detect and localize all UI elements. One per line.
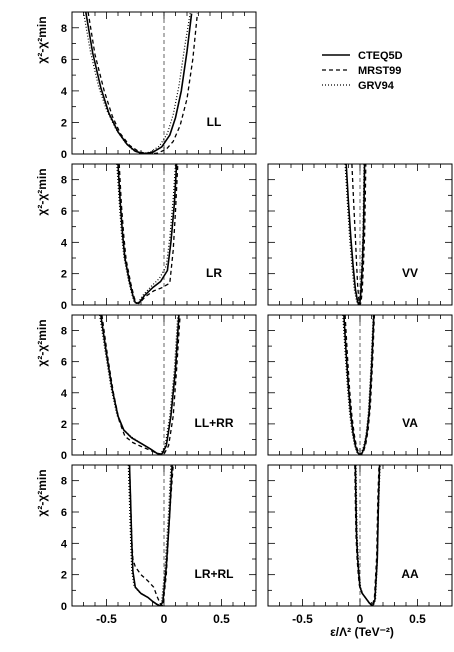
y-tick-label: 4 — [61, 86, 68, 98]
panel-lr-rl: 0 2 4 6 8 LR+RL — [61, 464, 257, 613]
y-tick-label: 6 — [61, 206, 67, 218]
panel-lr: 0 2 4 6 8 LR — [61, 163, 257, 312]
series-line-grv94-ll-rr — [99, 315, 179, 455]
series-line-cteq5d-lr — [117, 164, 178, 305]
y-tick-label: 4 — [61, 237, 68, 249]
panel-label-ll: LL — [207, 115, 222, 129]
series-line-grv94-lr — [116, 164, 177, 304]
y-tick-label: 6 — [61, 507, 67, 519]
y-tick-label: 2 — [61, 269, 67, 281]
legend-label-mrst99: MRST99 — [358, 65, 401, 77]
y-axis-title: χ²-χ²min — [35, 168, 49, 215]
y-axis-title: χ²-χ²min — [35, 16, 49, 63]
series-line-mrst99-lr-rl — [128, 465, 174, 606]
panel-label-ll-rr: LL+RR — [195, 416, 234, 430]
panel-ll-rr: 0 2 4 6 8 LL+RR — [61, 314, 257, 462]
y-tick-label: 2 — [61, 570, 67, 582]
series-line-grv94-ll — [82, 12, 191, 154]
x-axis-title: ε/Λ² (TeV⁻²) — [330, 625, 394, 639]
series-line-mrst99-ll — [87, 12, 199, 154]
series-line-cteq5d-va — [343, 315, 375, 455]
panel-label-aa: AA — [401, 567, 419, 581]
y-axis-title: χ²-χ²min — [35, 469, 49, 516]
x-tick-label: -0.5 — [96, 612, 117, 626]
y-tick-label: 8 — [61, 175, 67, 187]
panels-layer: 0 2 4 6 8 LL 0 2 4 6 8 LR VV 0 2 4 6 8 LL+RR VA 0 2 4 6 8 LR+RL AA… — [35, 11, 453, 626]
panel-label-lr: LR — [206, 266, 222, 280]
y-tick-label: 0 — [61, 450, 67, 462]
panel-vv: VV — [267, 163, 453, 306]
series-line-mrst99-ll-rr — [101, 315, 181, 455]
series-line-grv94-aa — [355, 465, 381, 606]
panel-aa: AA — [267, 464, 453, 607]
series-line-cteq5d-ll — [85, 12, 193, 154]
series-line-grv94-va — [342, 315, 374, 455]
x-tick-label: 0.5 — [409, 612, 426, 626]
y-tick-label: 8 — [61, 326, 67, 338]
y-tick-label: 0 — [61, 149, 67, 161]
y-tick-label: 4 — [61, 538, 68, 550]
panel-ll: 0 2 4 6 8 LL — [61, 11, 257, 161]
y-tick-label: 6 — [61, 54, 67, 66]
series-line-cteq5d-lr-rl — [128, 465, 173, 606]
y-tick-label: 8 — [61, 23, 67, 35]
legend: CTEQ5D MRST99 GRV94 — [322, 50, 403, 92]
x-tick-label: -0.5 — [292, 612, 313, 626]
series-line-grv94-lr-rl — [127, 465, 172, 606]
panel-label-lr-rl: LR+RL — [195, 567, 234, 581]
y-tick-label: 0 — [61, 601, 67, 613]
panel-label-vv: VV — [402, 266, 418, 280]
y-tick-label: 6 — [61, 357, 67, 369]
panel-label-va: VA — [402, 416, 418, 430]
x-tick-label: 0.5 — [213, 612, 230, 626]
panel-va: VA — [267, 314, 453, 456]
y-axis-title: χ²-χ²min — [35, 319, 49, 366]
series-line-cteq5d-vv — [345, 164, 366, 305]
x-tick-label: 0 — [161, 612, 168, 626]
legend-label-cteq5d: CTEQ5D — [358, 50, 403, 62]
y-tick-label: 2 — [61, 419, 67, 431]
y-tick-label: 0 — [61, 300, 67, 312]
legend-label-grv94: GRV94 — [358, 80, 395, 92]
series-line-mrst99-vv — [351, 164, 367, 305]
x-tick-label: 0 — [357, 612, 364, 626]
y-tick-label: 8 — [61, 476, 67, 488]
y-tick-label: 4 — [61, 388, 68, 400]
series-line-mrst99-va — [344, 315, 376, 455]
y-tick-label: 2 — [61, 117, 67, 129]
series-line-mrst99-lr — [118, 164, 179, 305]
